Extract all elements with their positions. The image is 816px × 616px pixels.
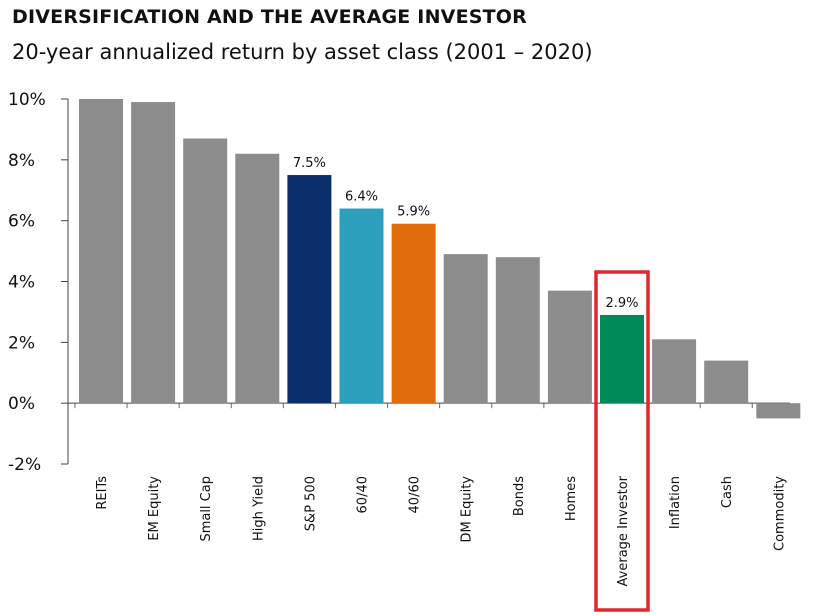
category-label: EM Equity bbox=[147, 476, 162, 541]
bar bbox=[495, 257, 540, 404]
bar bbox=[704, 360, 749, 404]
category-label: Average Investor bbox=[616, 475, 631, 586]
category-label: Bonds bbox=[512, 476, 527, 516]
bar bbox=[287, 175, 332, 404]
bar bbox=[600, 314, 644, 404]
data-label: 5.9% bbox=[397, 205, 430, 220]
chart-title: DIVERSIFICATION AND THE AVERAGE INVESTOR bbox=[12, 6, 527, 28]
y-tick-label: 4% bbox=[8, 273, 35, 293]
category-label: High Yield bbox=[251, 476, 266, 541]
highlight-box bbox=[594, 270, 650, 612]
y-tick-label: -2% bbox=[8, 455, 41, 475]
bar bbox=[391, 223, 436, 404]
bar bbox=[235, 153, 280, 404]
category-label: 40/60 bbox=[408, 476, 423, 513]
category-label: Commodity bbox=[772, 476, 787, 551]
y-tick-label: 10% bbox=[8, 90, 46, 110]
bar bbox=[652, 339, 697, 404]
data-label: 6.4% bbox=[345, 190, 378, 205]
category-label: Small Cap bbox=[199, 476, 214, 542]
bar bbox=[443, 254, 488, 404]
bar bbox=[131, 102, 176, 404]
y-tick-label: 8% bbox=[8, 151, 35, 171]
category-label: Cash bbox=[720, 476, 735, 508]
category-label: REITs bbox=[95, 476, 110, 510]
category-label: Inflation bbox=[668, 476, 683, 529]
bar bbox=[339, 208, 384, 404]
category-label: 60/40 bbox=[356, 476, 371, 513]
y-tick-label: 6% bbox=[8, 212, 35, 232]
category-label: S&P 500 bbox=[303, 476, 318, 531]
y-tick-label: 2% bbox=[8, 333, 35, 353]
data-label: 2.9% bbox=[605, 296, 638, 311]
category-label: DM Equity bbox=[460, 476, 475, 543]
data-label: 7.5% bbox=[293, 156, 326, 171]
bar bbox=[183, 138, 228, 404]
category-label: Homes bbox=[564, 476, 579, 521]
y-tick-label: 0% bbox=[8, 394, 35, 414]
bar bbox=[756, 403, 801, 419]
bar bbox=[547, 290, 592, 404]
bar bbox=[79, 99, 123, 404]
chart-subtitle: 20-year annualized return by asset class… bbox=[12, 40, 593, 64]
